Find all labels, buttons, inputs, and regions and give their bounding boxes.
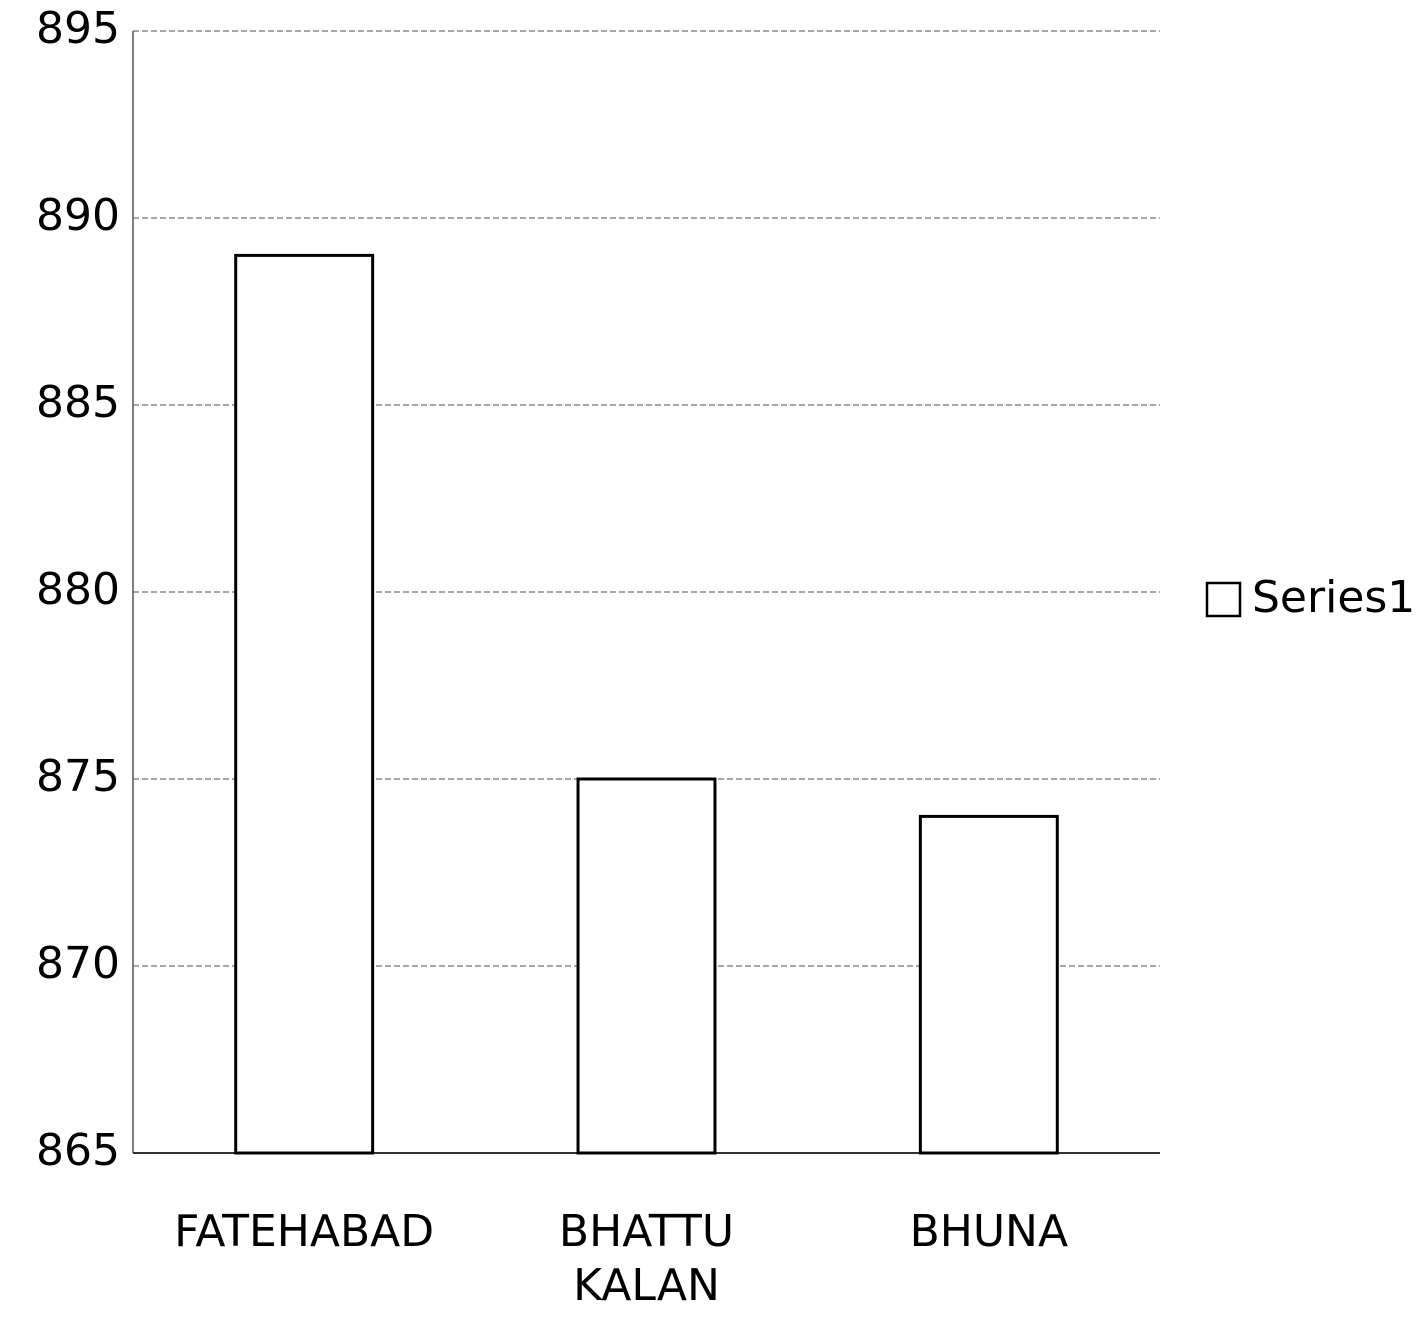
- bar: [576, 777, 717, 1155]
- x-tick-label: FATEHABAD: [174, 1206, 435, 1257]
- y-tick-label: 895: [36, 3, 120, 54]
- x-tick-label: BHUNA: [909, 1206, 1069, 1257]
- y-tick-label: 885: [36, 377, 120, 428]
- legend-swatch: [1205, 581, 1242, 618]
- x-tick-label: BHATTU KALAN: [558, 1206, 735, 1311]
- y-tick-label: 890: [36, 190, 120, 241]
- y-tick-label: 880: [36, 564, 120, 615]
- y-tick-label: 875: [36, 751, 120, 802]
- legend-label: Series1: [1252, 572, 1415, 623]
- y-tick-label: 870: [36, 938, 120, 989]
- bar: [918, 814, 1059, 1155]
- bar: [234, 253, 375, 1155]
- y-tick-label: 865: [36, 1125, 120, 1176]
